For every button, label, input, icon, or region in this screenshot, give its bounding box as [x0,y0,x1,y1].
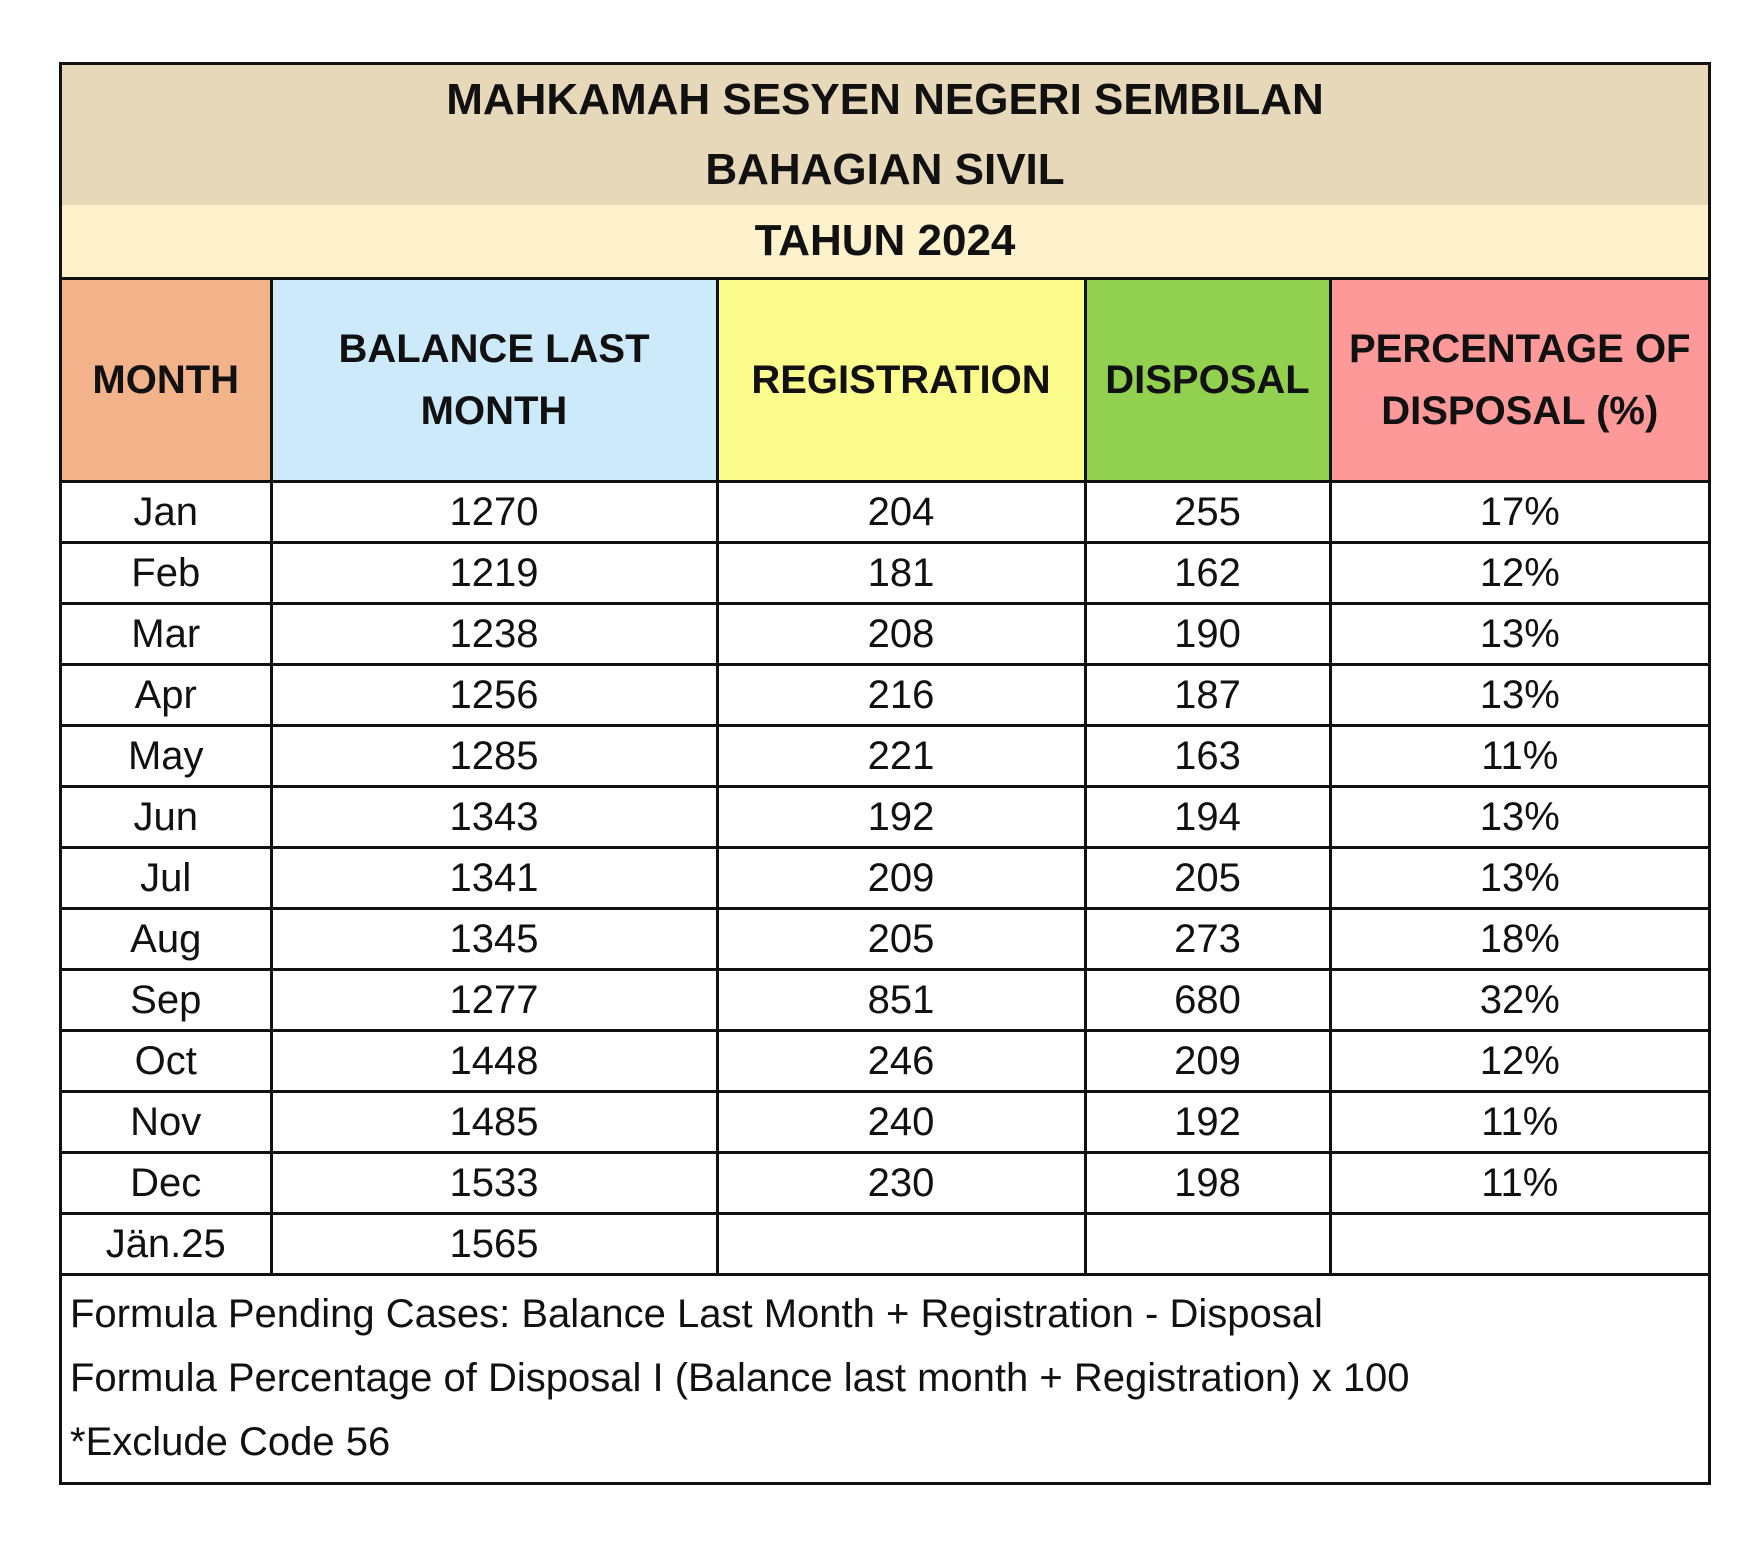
table-row: Mar 1238 208 190 13% [62,602,1708,666]
cell-month: Oct [62,1029,273,1093]
cell-registration: 230 [715,1151,1087,1215]
cell-disposal: 192 [1083,1090,1332,1154]
cell-disposal: 163 [1083,724,1332,788]
header-row: MONTH BALANCE LAST MONTH REGISTRATION DI… [62,280,1708,483]
cell-registration [715,1212,1087,1276]
cell-balance: 1565 [269,1212,719,1276]
header-month: MONTH [62,280,273,483]
court-name: MAHKAMAH SESYEN NEGERI SEMBILAN [446,75,1324,124]
cell-balance: 1277 [269,968,719,1032]
cell-registration: 209 [715,846,1087,910]
cell-disposal: 209 [1083,1029,1332,1093]
table-row: Feb 1219 181 162 12% [62,541,1708,605]
table-row: Sep 1277 851 680 32% [62,968,1708,1032]
cell-percentage: 11% [1328,724,1708,788]
table-row: Nov 1485 240 192 11% [62,1090,1708,1154]
cell-disposal: 194 [1083,785,1332,849]
cell-month: Sep [62,968,273,1032]
cell-month: Jän.25 [62,1212,273,1276]
cell-registration: 216 [715,663,1087,727]
cell-balance: 1341 [269,846,719,910]
cell-month: Jan [62,480,273,544]
cell-percentage: 11% [1328,1151,1708,1215]
cell-percentage: 32% [1328,968,1708,1032]
table-row: Jan 1270 204 255 17% [62,480,1708,544]
cell-balance: 1343 [269,785,719,849]
cell-month: Mar [62,602,273,666]
cell-balance: 1219 [269,541,719,605]
cell-balance: 1485 [269,1090,719,1154]
cell-disposal [1083,1212,1332,1276]
cell-balance: 1345 [269,907,719,971]
cell-month: Feb [62,541,273,605]
header-disposal: DISPOSAL [1083,280,1332,483]
cell-month: Aug [62,907,273,971]
division-name: BAHAGIAN SIVIL [705,145,1065,194]
table-row: Aug 1345 205 273 18% [62,907,1708,971]
table-row: Jun 1343 192 194 13% [62,785,1708,849]
cell-month: Jun [62,785,273,849]
cell-percentage: 12% [1328,1029,1708,1093]
cell-month: Dec [62,1151,273,1215]
cell-balance: 1285 [269,724,719,788]
cell-percentage: 17% [1328,480,1708,544]
cell-percentage: 11% [1328,1090,1708,1154]
table-row: Jul 1341 209 205 13% [62,846,1708,910]
cell-balance: 1533 [269,1151,719,1215]
cell-month: Nov [62,1090,273,1154]
cell-registration: 192 [715,785,1087,849]
cell-registration: 221 [715,724,1087,788]
cell-disposal: 205 [1083,846,1332,910]
cell-balance: 1448 [269,1029,719,1093]
cell-percentage: 18% [1328,907,1708,971]
cell-disposal: 162 [1083,541,1332,605]
cell-percentage: 13% [1328,785,1708,849]
header-registration: REGISTRATION [715,280,1087,483]
cell-registration: 208 [715,602,1087,666]
cell-balance: 1238 [269,602,719,666]
caseload-table-sheet: MAHKAMAH SESYEN NEGERI SEMBILAN BAHAGIAN… [59,62,1711,1485]
cell-balance: 1256 [269,663,719,727]
cell-percentage: 13% [1328,663,1708,727]
year-title: TAHUN 2024 [62,205,1708,280]
statistics-table: MONTH BALANCE LAST MONTH REGISTRATION DI… [62,280,1708,1276]
cell-disposal: 190 [1083,602,1332,666]
table-row: Dec 1533 230 198 11% [62,1151,1708,1215]
note-exclusion: *Exclude Code 56 [70,1420,391,1464]
cell-registration: 181 [715,541,1087,605]
cell-registration: 205 [715,907,1087,971]
table-row: Apr 1256 216 187 13% [62,663,1708,727]
cell-disposal: 680 [1083,968,1332,1032]
table-row: Oct 1448 246 209 12% [62,1029,1708,1093]
cell-percentage: 13% [1328,602,1708,666]
note-percentage-formula: Formula Percentage of Disposal I (Balanc… [70,1356,1410,1400]
cell-registration: 851 [715,968,1087,1032]
notes: Formula Pending Cases: Balance Last Mont… [62,1276,1708,1482]
cell-disposal: 273 [1083,907,1332,971]
header-percentage: PERCENTAGE OF DISPOSAL (%) [1328,280,1708,483]
cell-percentage: 13% [1328,846,1708,910]
note-pending-formula: Formula Pending Cases: Balance Last Mont… [70,1292,1323,1336]
cell-disposal: 198 [1083,1151,1332,1215]
cell-disposal: 255 [1083,480,1332,544]
cell-registration: 204 [715,480,1087,544]
table-row: Jän.25 1565 [62,1212,1708,1276]
cell-registration: 246 [715,1029,1087,1093]
cell-month: Jul [62,846,273,910]
table-row: May 1285 221 163 11% [62,724,1708,788]
cell-percentage: 12% [1328,541,1708,605]
cell-month: Apr [62,663,273,727]
cell-balance: 1270 [269,480,719,544]
cell-disposal: 187 [1083,663,1332,727]
cell-percentage [1328,1212,1708,1276]
cell-registration: 240 [715,1090,1087,1154]
cell-month: May [62,724,273,788]
header-balance: BALANCE LAST MONTH [269,280,719,483]
title-band: MAHKAMAH SESYEN NEGERI SEMBILAN BAHAGIAN… [62,65,1708,205]
